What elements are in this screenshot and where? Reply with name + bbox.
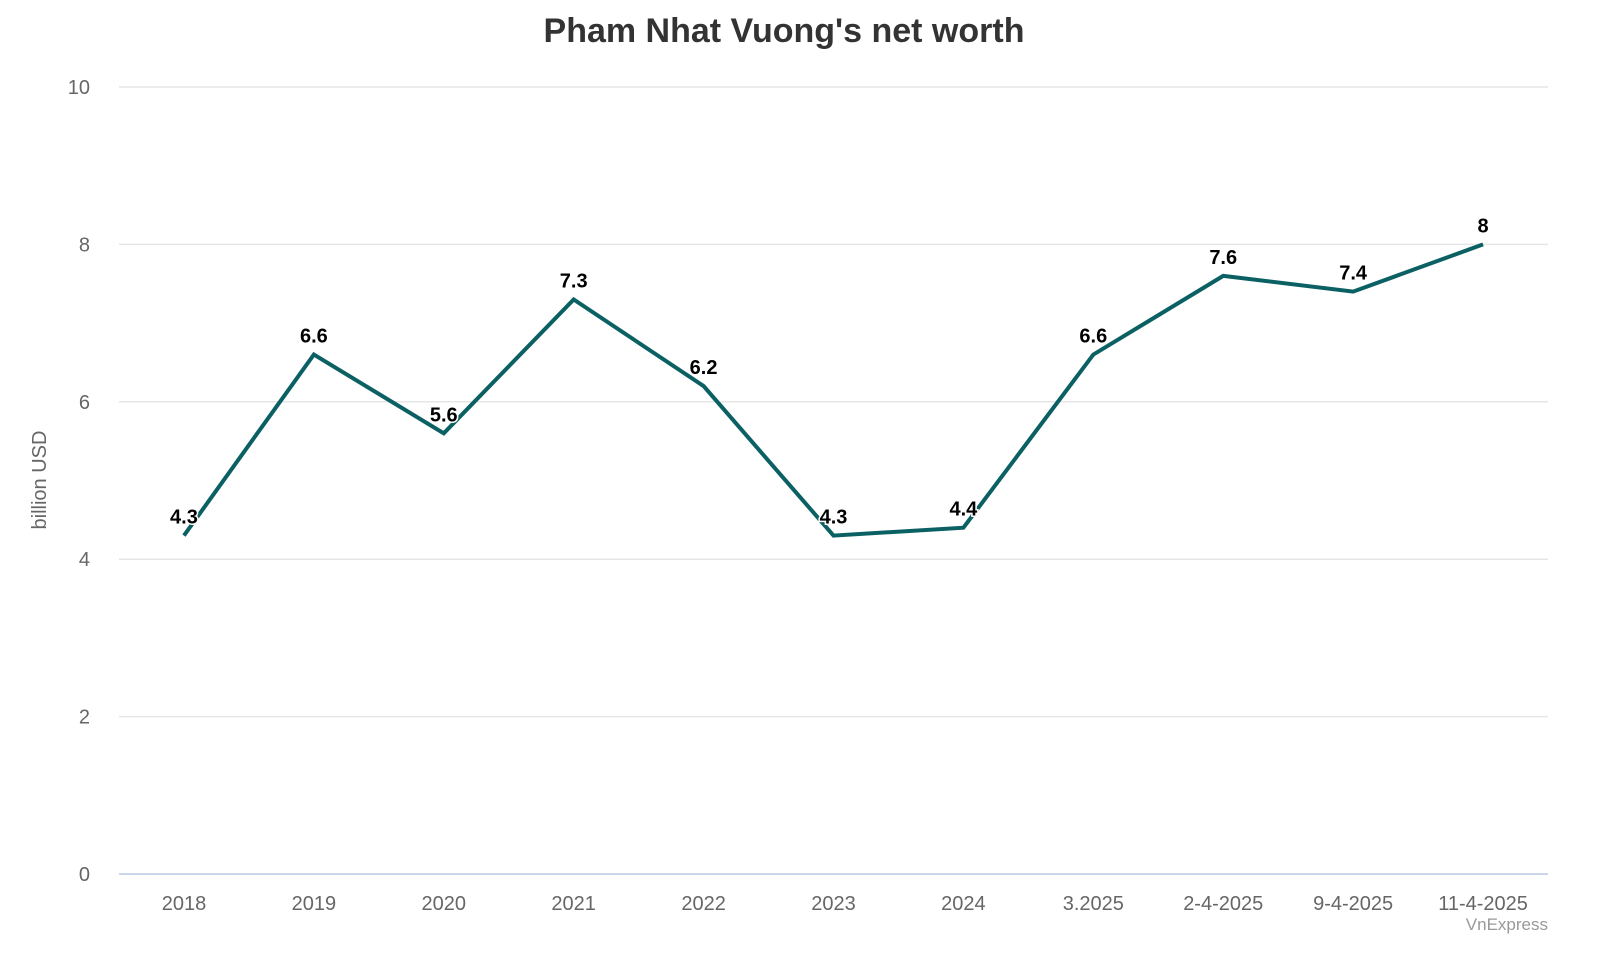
y-axis-ticks: 0 2 4 6 8 10	[68, 77, 90, 886]
credit-vnexpress[interactable]: VnExpress	[1465, 915, 1548, 934]
data-label: 4.4	[950, 499, 979, 521]
chart-title: Pham Nhat Vuong's net worth	[543, 12, 1025, 50]
y-tick-label: 4	[79, 549, 90, 571]
x-axis-ticks: 2018 2019 2020 2021 2022 2023 2024 3.2025 2-4-20…	[162, 893, 1528, 915]
x-tick-label: 2021	[551, 893, 596, 915]
data-labels: 4.3 6.6 5.6 7.3 6.2 4.3 4.4 6.6 7.6 7.4 8	[169, 214, 1491, 530]
x-tick-label: 2023	[811, 893, 856, 915]
x-tick-label: 11-4-2025	[1438, 893, 1528, 915]
y-tick-label: 6	[79, 392, 90, 414]
net-worth-line[interactable]	[182, 242, 1484, 538]
x-tick-label: 2022	[681, 893, 726, 915]
x-tick-label: 2024	[941, 893, 986, 915]
data-label: 6.6	[1079, 326, 1107, 348]
data-label: 6.2	[690, 357, 718, 379]
grid-lines	[119, 86, 1548, 875]
data-label: 6.6	[300, 326, 328, 348]
data-label: 4.3	[170, 507, 198, 529]
data-label: 7.6	[1209, 247, 1237, 269]
data-label: 7.3	[560, 270, 588, 292]
y-tick-label: 0	[79, 864, 90, 886]
data-label: 4.3	[820, 507, 848, 529]
y-axis-label: billion USD	[29, 431, 51, 530]
x-tick-label: 2019	[292, 893, 337, 915]
x-tick-label: 3.2025	[1063, 893, 1124, 915]
data-label: 8	[1477, 215, 1488, 237]
x-tick-label: 2020	[422, 893, 467, 915]
x-tick-label: 9-4-2025	[1313, 893, 1393, 915]
x-tick-label: 2-4-2025	[1183, 893, 1263, 915]
x-tick-label: 2018	[162, 893, 207, 915]
y-tick-label: 10	[68, 77, 90, 99]
series-net-worth	[182, 242, 1484, 538]
y-tick-label: 8	[79, 234, 90, 256]
data-label: 5.6	[430, 404, 458, 426]
data-label: 7.4	[1339, 263, 1368, 285]
y-tick-label: 2	[79, 707, 90, 729]
